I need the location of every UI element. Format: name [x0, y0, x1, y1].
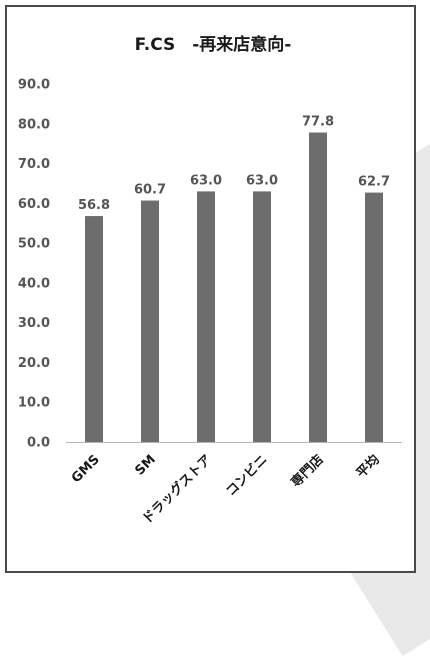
bar	[309, 132, 327, 443]
y-axis: 0.0 10.0 20.0 30.0 40.0 50.0 60.0 70.0 80.0 90.0	[18, 78, 50, 451]
category-label: コンビニ	[223, 452, 271, 500]
bars-group	[85, 132, 383, 443]
category-label: 平均	[353, 452, 383, 482]
bar-chart: F.CS -再来店意向- 0.0 10.0 20.0 30.0 40.0 50.0 60.0…	[18, 34, 402, 528]
category-label: 専門店	[288, 452, 327, 491]
data-label: 60.7	[134, 183, 166, 198]
category-label: SM	[132, 452, 158, 478]
data-label: 56.8	[78, 198, 110, 213]
chart-title: F.CS -再来店意向-	[135, 34, 292, 55]
category-label: GMS	[69, 452, 103, 486]
y-tick-label: 60.0	[18, 197, 50, 212]
y-tick-label: 30.0	[18, 316, 50, 331]
y-tick-label: 40.0	[18, 276, 50, 291]
y-tick-label: 20.0	[18, 356, 50, 371]
y-tick-label: 0.0	[27, 436, 50, 451]
y-tick-label: 10.0	[18, 396, 50, 411]
data-label: 62.7	[358, 175, 390, 190]
bar	[253, 191, 271, 442]
bar	[85, 216, 103, 442]
data-label: 77.8	[302, 115, 334, 130]
bar	[365, 192, 383, 442]
y-tick-label: 70.0	[18, 157, 50, 172]
bar	[141, 200, 159, 442]
bar	[197, 191, 215, 442]
data-label: 63.0	[190, 173, 222, 188]
y-tick-label: 50.0	[18, 237, 50, 252]
y-tick-label: 90.0	[18, 78, 50, 93]
data-labels-group: 56.8 60.7 63.0 63.0 77.8 62.7	[78, 115, 390, 214]
data-label: 63.0	[246, 173, 278, 188]
y-tick-label: 80.0	[18, 117, 50, 132]
